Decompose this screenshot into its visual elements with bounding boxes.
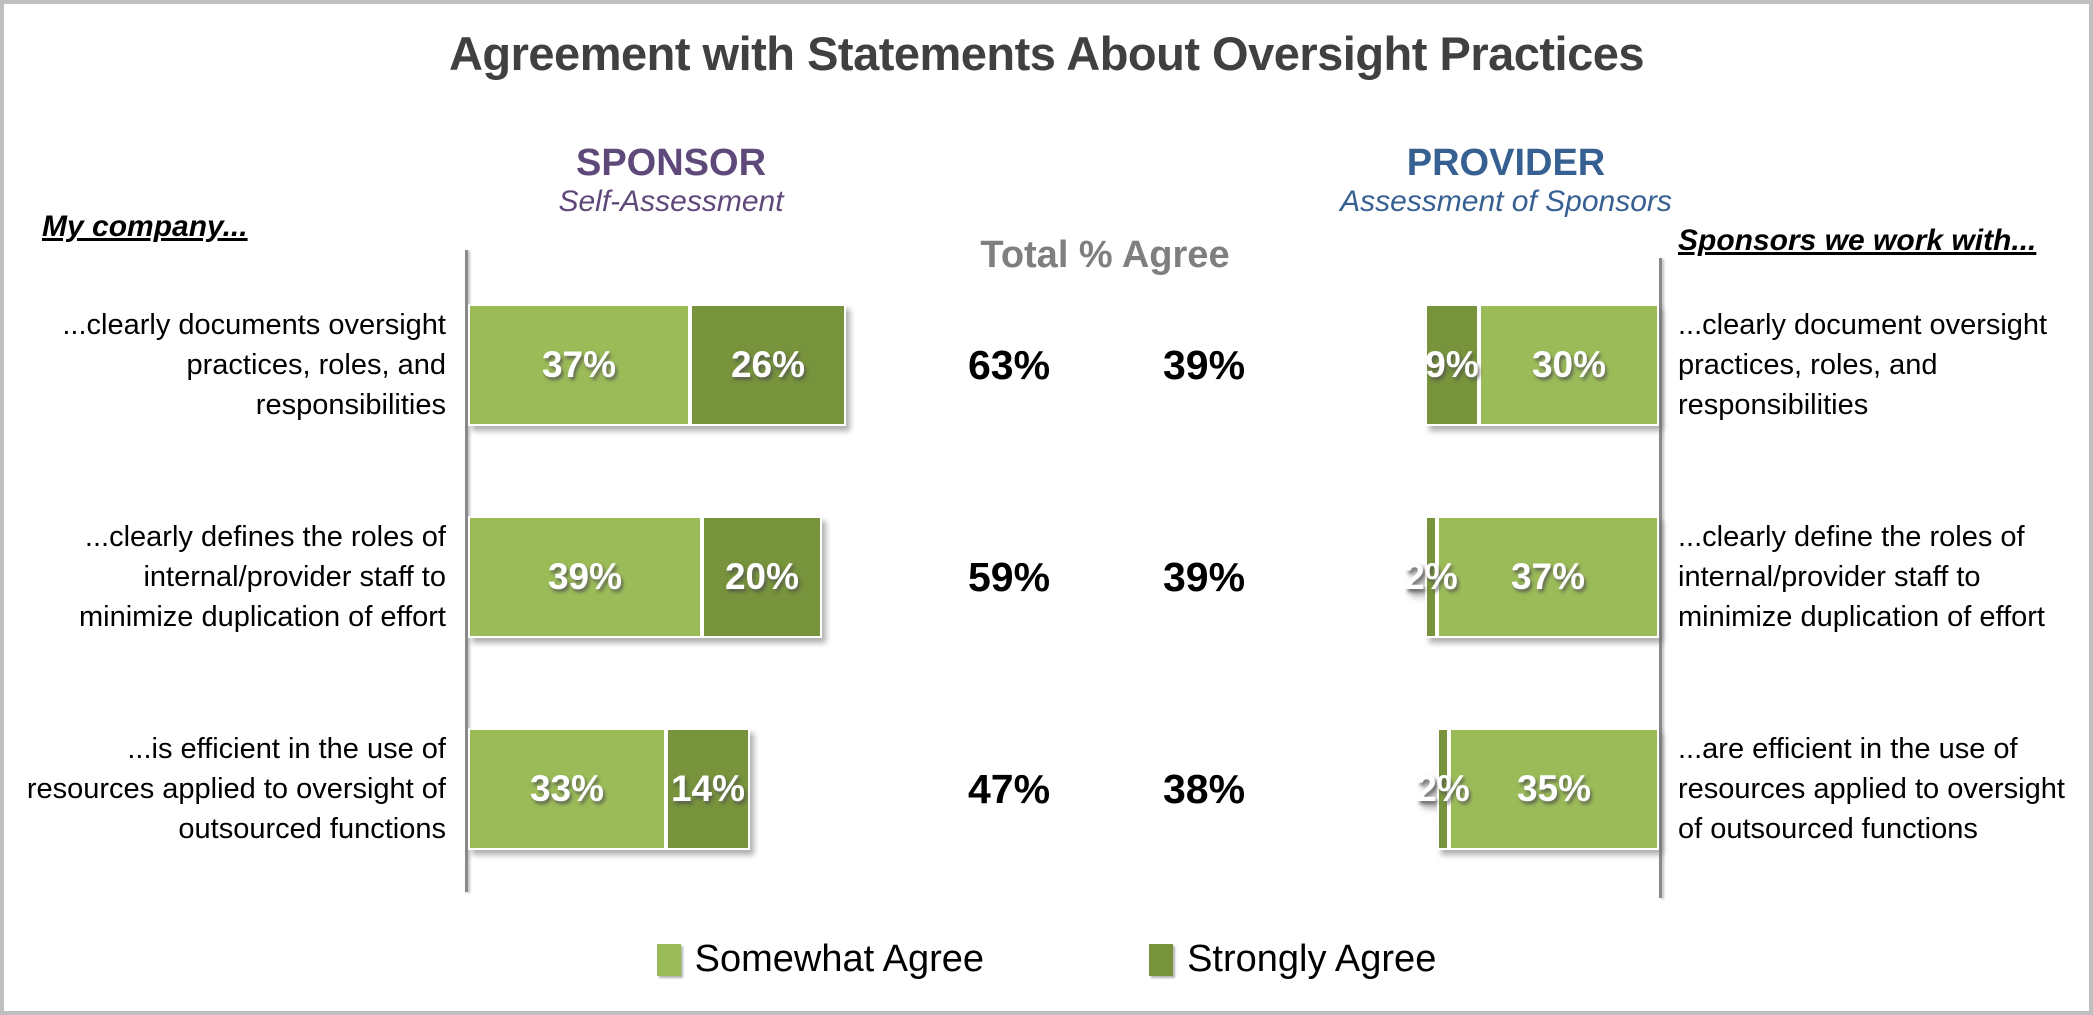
segment-value-label: 2%: [1404, 556, 1458, 597]
provider-statement-label: ...clearly document oversight practices,…: [1678, 308, 2048, 421]
legend-item-somewhat-agree: Somewhat Agree: [656, 938, 985, 981]
somewhat-agree-segment: 33%: [468, 728, 666, 850]
sponsor-total-agree: 63%: [967, 341, 1051, 388]
segment-value-label: 33%: [529, 768, 605, 809]
provider-statement-label: ...clearly define the roles of internal/…: [1678, 520, 2045, 633]
legend-label: Strongly Agree: [1187, 938, 1437, 980]
provider-total-agree: 38%: [1162, 765, 1246, 812]
somewhat-agree-segment: 39%: [468, 516, 702, 638]
segment-value-label: 20%: [724, 556, 800, 597]
strongly-agree-segment: 14%: [666, 728, 750, 850]
somewhat-agree-segment: 30%: [1479, 304, 1659, 426]
chart-title: Agreement with Statements About Oversigh…: [448, 27, 1645, 80]
sponsor-bar-row: 33% 14%: [468, 728, 750, 850]
sponsor-total-agree: 59%: [967, 553, 1051, 600]
provider-bar-row: 9% 30%: [1425, 304, 1659, 426]
legend: Somewhat Agree Strongly Agree: [4, 938, 2089, 981]
somewhat-agree-segment: 37%: [468, 304, 690, 426]
sponsor-statement-label: ...clearly documents oversight practices…: [62, 308, 446, 421]
segment-value-label: 9%: [1425, 344, 1479, 385]
segment-value-label: 39%: [547, 556, 623, 597]
segment-value-label: 14%: [670, 768, 746, 809]
provider-bar-row: 2% 37%: [1404, 516, 1659, 638]
somewhat-agree-swatch: [656, 943, 681, 976]
segment-value-label: 30%: [1531, 344, 1607, 385]
provider-subtitle: Assessment of Sponsors: [1340, 185, 1672, 218]
sponsor-statement-label: ...is efficient in the use of resources …: [26, 732, 446, 845]
total-agree-header: Total % Agree: [980, 234, 1230, 276]
strongly-agree-segment: 2%: [1416, 728, 1470, 850]
strongly-agree-swatch: [1149, 943, 1174, 976]
strongly-agree-segment: 2%: [1404, 516, 1458, 638]
legend-label: Somewhat Agree: [694, 938, 985, 980]
right-column-header: Sponsors we work with...: [1678, 224, 2037, 257]
provider-statement-label: ...are efficient in the use of resources…: [1678, 732, 2065, 845]
provider-total-agree: 39%: [1162, 341, 1246, 388]
strongly-agree-segment: 26%: [690, 304, 846, 426]
chart-stage: Agreement with Statements About Oversigh…: [4, 4, 2089, 1011]
sponsor-total-agree: 47%: [967, 765, 1051, 812]
provider-axis-line: [1659, 258, 1662, 898]
segment-value-label: 2%: [1416, 768, 1470, 809]
sponsor-statement-label: ...clearly defines the roles of internal…: [79, 520, 446, 633]
provider-title: PROVIDER: [1406, 142, 1606, 184]
sponsor-subtitle: Self-Assessment: [558, 185, 784, 218]
sponsor-title: SPONSOR: [575, 142, 767, 184]
sponsor-bar-row: 39% 20%: [468, 516, 822, 638]
strongly-agree-segment: 9%: [1425, 304, 1479, 426]
left-column-header: My company...: [42, 210, 248, 243]
sponsor-axis-line: [465, 250, 468, 892]
somewhat-agree-segment: 37%: [1437, 516, 1659, 638]
segment-value-label: 35%: [1516, 768, 1592, 809]
provider-total-agree: 39%: [1162, 553, 1246, 600]
somewhat-agree-segment: 35%: [1449, 728, 1659, 850]
provider-bar-row: 2% 35%: [1416, 728, 1659, 850]
segment-value-label: 37%: [541, 344, 617, 385]
sponsor-bar-row: 37% 26%: [468, 304, 846, 426]
legend-item-strongly-agree: Strongly Agree: [1149, 938, 1436, 981]
provider-column-header: PROVIDER Assessment of Sponsors: [1306, 142, 1706, 219]
segment-value-label: 37%: [1510, 556, 1586, 597]
strongly-agree-segment: 20%: [702, 516, 822, 638]
sponsor-column-header: SPONSOR Self-Assessment: [471, 142, 871, 219]
segment-value-label: 26%: [730, 344, 806, 385]
